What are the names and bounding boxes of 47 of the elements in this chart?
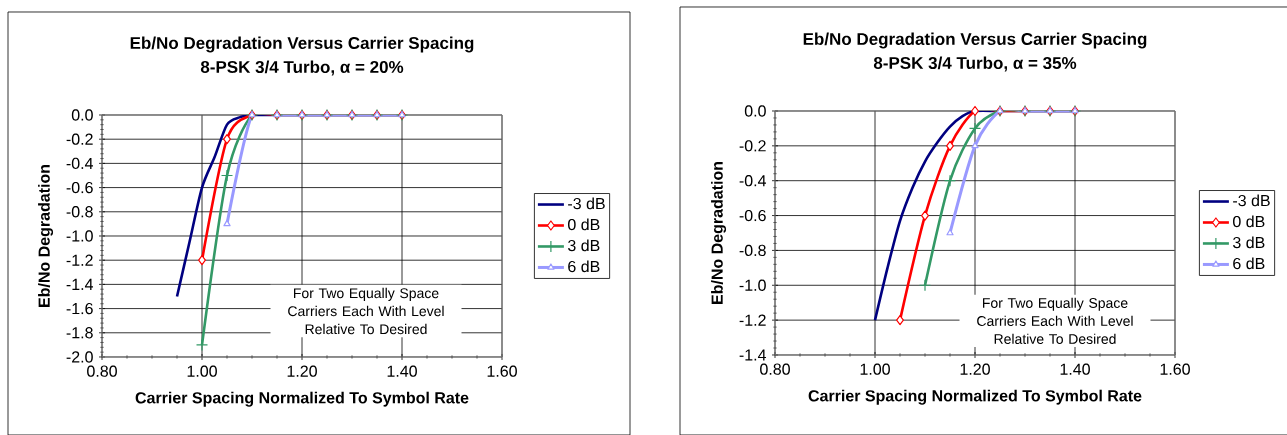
y-tick-label: -1.4 [66,278,94,290]
y-tick-label: -0.2 [739,140,766,152]
y-tick-label: -0.4 [66,157,94,170]
y-tick-label: 0.0 [71,109,93,121]
x-tick-label: 0.80 [760,363,790,375]
x-tick-label: 1.40 [387,365,417,377]
y-tick-label: -1.4 [739,349,767,361]
chart-subtitle: 8-PSK 3/4 Turbo, α = 35% [873,56,1077,72]
y-tick-label: -1.2 [66,254,93,266]
chart-subtitle: 8-PSK 3/4 Turbo, α = 20% [200,60,404,76]
x-tick-label: 1.20 [960,363,990,375]
annotation: For Two Equally Space Carriers Each With Level Relative To Desired [977,297,1133,344]
y-tick-label: -0.6 [66,181,93,194]
x-tick-label: 0.80 [87,365,117,377]
y-tick-label: -0.4 [739,175,767,187]
y-tick-label: -1.0 [66,230,93,242]
legend-label: 3 dB [568,239,600,252]
y-tick-label: -0.6 [739,209,766,222]
y-tick-label: -1.2 [739,314,766,326]
annotation: For Two Equally Space Carriers Each With Level Relative To Desired [288,287,444,335]
legend-label: -3 dB [1233,194,1270,207]
x-tick-label: 1.60 [1160,363,1190,375]
y-tick-label: -2.0 [66,351,93,363]
y-axis-title: Eb/No Degradation [711,161,727,304]
y-tick-label: -0.8 [66,206,93,218]
legend-label: 0 dB [1233,215,1265,228]
x-tick-label: 1.00 [187,365,217,377]
x-axis-title: Carrier Spacing Normalized To Symbol Rate [135,391,469,407]
legend-label: 3 dB [1233,236,1265,249]
x-tick-label: 1.20 [287,365,317,377]
legend-label: 0 dB [568,218,600,231]
y-tick-label: -1.0 [739,279,766,291]
x-axis-title: Carrier Spacing Normalized To Symbol Rate [808,389,1142,405]
legend-label: 6 dB [568,260,600,273]
y-tick-label: -0.8 [739,244,766,257]
y-tick-label: -1.6 [66,302,93,315]
y-tick-label: 0.0 [744,105,766,117]
legend-label: 6 dB [1233,257,1265,270]
x-tick-label: 1.00 [860,363,890,375]
x-tick-label: 1.60 [487,365,517,377]
x-tick-label: 1.40 [1060,363,1090,375]
y-axis-title: Eb/No Degradation [38,164,54,307]
legend-label: -3 dB [568,197,605,210]
y-tick-label: -1.8 [66,327,93,339]
chart-title: Eb/No Degradation Versus Carrier Spacing [130,36,474,53]
y-tick-label: -0.2 [66,133,93,145]
chart-title: Eb/No Degradation Versus Carrier Spacing [803,32,1147,49]
